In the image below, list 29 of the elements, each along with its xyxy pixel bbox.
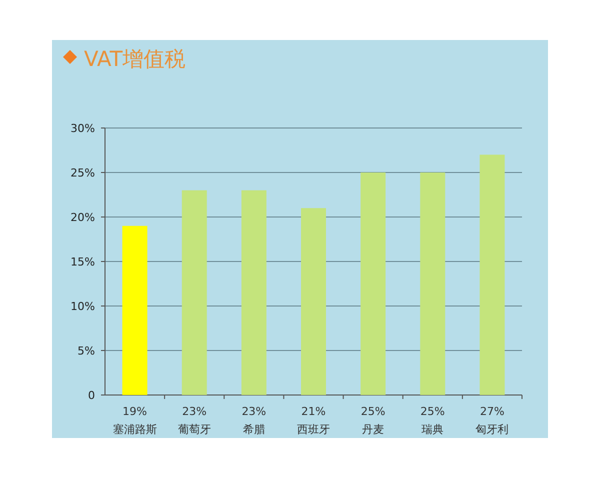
- bar: [182, 190, 207, 395]
- x-tick-label: 塞浦路斯: [112, 423, 157, 436]
- bar: [480, 154, 505, 395]
- data-label: 21%: [301, 405, 326, 418]
- x-tick-label: 希腊: [242, 423, 265, 436]
- y-tick-label: 20%: [70, 211, 95, 224]
- bar: [241, 190, 266, 395]
- data-label: 19%: [122, 405, 148, 418]
- data-label: 23%: [242, 405, 266, 418]
- x-tick-label: 西班牙: [297, 423, 330, 436]
- data-label: 25%: [420, 405, 445, 418]
- data-label: 23%: [182, 405, 207, 418]
- bar: [122, 226, 148, 395]
- data-label: 27%: [480, 405, 504, 418]
- y-tick-label: 5%: [78, 344, 95, 358]
- bar: [420, 172, 446, 395]
- bar: [301, 208, 326, 395]
- y-tick-label: 25%: [70, 166, 95, 180]
- x-tick-label: 丹麦: [362, 423, 384, 436]
- chart-title: VAT增值税: [84, 47, 186, 71]
- x-tick-label: 瑞典: [422, 423, 444, 436]
- x-tick-label: 匈牙利: [476, 423, 509, 436]
- y-tick-label: 30%: [70, 122, 95, 135]
- x-tick-label: 葡萄牙: [178, 423, 211, 436]
- data-label: 25%: [360, 405, 386, 418]
- bar: [360, 172, 386, 395]
- y-tick-label: 15%: [70, 256, 95, 268]
- y-tick-label: 10%: [70, 300, 95, 313]
- y-tick-label: 0: [88, 389, 95, 402]
